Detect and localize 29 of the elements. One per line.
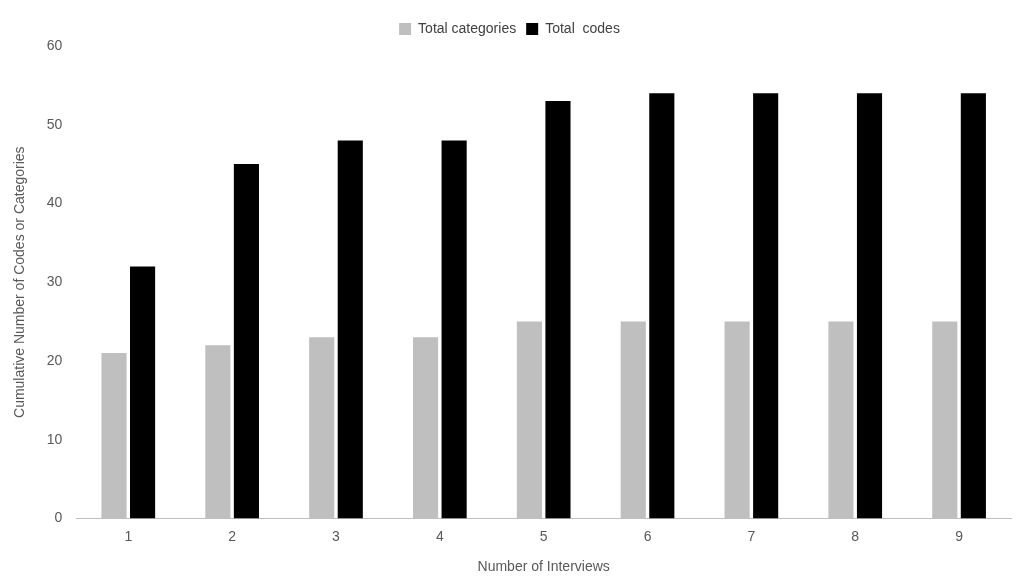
y-tick-label: 0 xyxy=(54,509,63,526)
legend-label: Total codes xyxy=(545,19,620,36)
bar xyxy=(856,93,883,519)
x-tick-label: 3 xyxy=(332,527,341,544)
y-tick-label: 40 xyxy=(46,194,63,211)
y-tick-label: 50 xyxy=(46,115,63,132)
x-tick-label: 4 xyxy=(435,527,444,544)
x-tick-label: 7 xyxy=(747,527,756,544)
bar xyxy=(441,140,467,519)
x-tick-label: 1 xyxy=(124,527,133,544)
x-tick-label: 8 xyxy=(851,527,860,544)
y-tick-label: 60 xyxy=(46,36,63,53)
bar xyxy=(960,93,986,519)
bar xyxy=(337,140,363,519)
x-tick-label: 9 xyxy=(955,527,964,544)
x-tick-label: 6 xyxy=(643,527,652,544)
bar xyxy=(545,101,571,519)
bar xyxy=(649,93,675,519)
x-axis-title: Number of Interviews xyxy=(477,558,610,575)
bar xyxy=(753,93,779,519)
y-tick-label: 20 xyxy=(46,351,63,368)
bar xyxy=(130,266,156,519)
y-tick-label: 10 xyxy=(46,430,63,447)
y-axis-title: Cumulative Number of Codes or Categories xyxy=(11,146,28,418)
x-tick-label: 2 xyxy=(228,527,237,544)
x-tick-label: 5 xyxy=(539,527,548,544)
y-tick-label: 30 xyxy=(46,273,63,290)
bar xyxy=(233,164,259,519)
legend-label: Total categories xyxy=(418,19,517,36)
